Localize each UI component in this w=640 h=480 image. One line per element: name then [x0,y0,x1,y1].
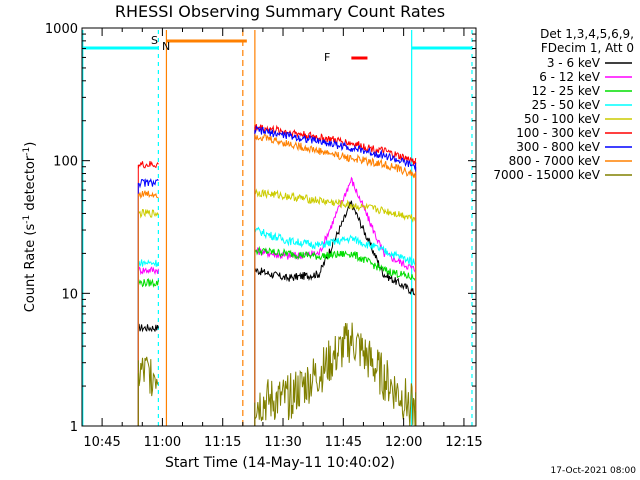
y-tick-label: 1 [70,420,78,435]
legend-header-line2: FDecim 1, Att 0 [541,41,634,55]
legend-label-4: 50 - 100 keV [524,112,601,126]
x-tick-label: 11:45 [325,435,362,450]
chart-title: RHESSI Observing Summary Count Rates [115,2,445,21]
x-tick-label: 12:00 [385,435,422,450]
series-3-segment-1 [138,259,159,267]
legend-label-8: 7000 - 15000 keV [493,168,600,182]
y-axis-ticks: 1 10 100 1000 [45,22,476,435]
data-marks [137,124,417,427]
x-tick-label: 11:00 [144,435,181,450]
y-tick-label: 1000 [45,22,78,37]
y-tick-label: 100 [53,155,78,170]
series-6-segment-2 [254,125,417,170]
x-tick-label: 12:15 [445,435,482,450]
series-4-segment-2 [254,188,417,223]
series-7-segment-2 [254,133,417,179]
series-1-segment-2 [254,176,417,274]
series-4-segment-1 [137,208,159,219]
y-axis-label: Count Rate (s-1 detector-1) [22,142,38,313]
series-2-segment-1 [137,278,159,288]
legend-label-0: 3 - 6 keV [547,56,601,70]
series-8-segment-1 [137,356,159,397]
series-2-segment-2 [254,245,417,282]
series-6-segment-1 [137,177,159,189]
generation-timestamp: 17-Oct-2021 08:00 [551,466,637,476]
legend-label-1: 6 - 12 keV [539,70,601,84]
y-tick-label: 10 [61,287,78,302]
plot-frame [81,27,477,427]
series-5-segment-2 [254,124,417,165]
x-tick-label: 11:30 [264,435,301,450]
series-3-segment-2 [254,226,417,267]
series-5-segment-1 [137,160,159,169]
flag-s: S [151,34,158,47]
series-0-segment-2 [254,200,417,297]
series-8-segment-2 [254,322,417,427]
legend-label-6: 300 - 800 keV [516,140,600,154]
legend-label-2: 12 - 25 keV [532,84,601,98]
legend-header-line1: Det 1,3,4,5,6,9, [540,27,634,41]
x-axis-ticks: 10:45 11:00 11:15 11:30 11:45 12:00 12:15 [81,28,483,450]
flag-n: N [162,40,170,53]
legend: Det 1,3,4,5,6,9, FDecim 1, Att 0 3 - 6 k… [493,27,634,182]
x-tick-label: 10:45 [83,435,120,450]
flag-f: F [324,51,330,64]
legend-label-7: 800 - 7000 keV [509,154,601,168]
series-7-segment-1 [137,190,159,200]
series-0-segment-1 [138,323,159,333]
series-1-segment-1 [137,266,159,276]
x-tick-label: 11:15 [204,435,241,450]
x-axis-label: Start Time (14-May-11 10:40:02) [165,455,395,471]
legend-label-3: 25 - 50 keV [532,98,601,112]
legend-label-5: 100 - 300 keV [516,126,600,140]
